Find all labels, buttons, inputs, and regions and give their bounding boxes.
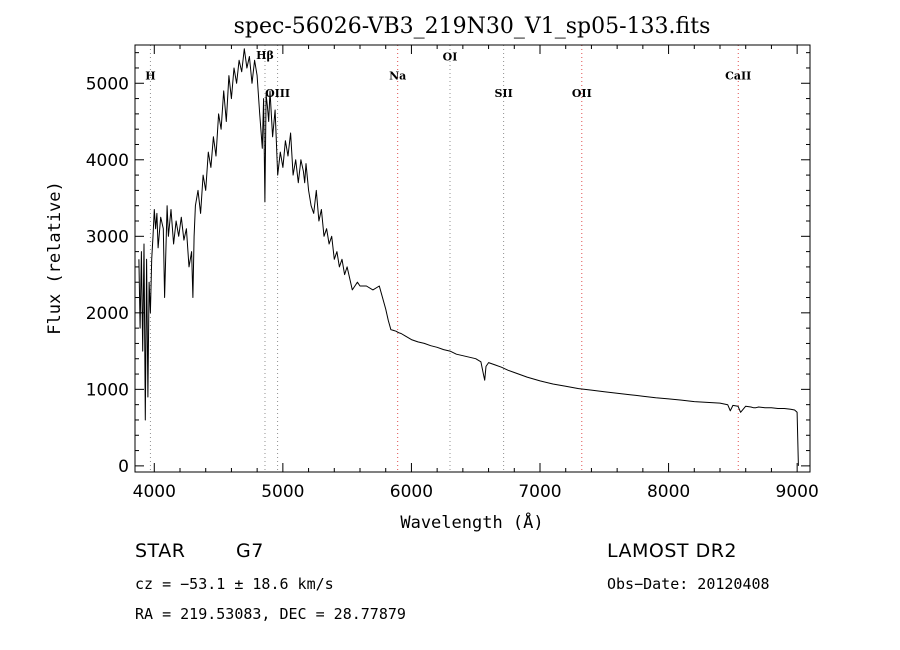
spectrum-line: [138, 48, 799, 466]
coordinates-readout: RA = 219.53083, DEC = 28.77879: [135, 605, 406, 623]
x-tick-label: 7000: [518, 482, 561, 502]
x-tick-label: 5000: [261, 482, 304, 502]
y-axis-label: Flux (relative): [45, 181, 65, 335]
survey-name: LAMOST DR2: [607, 540, 737, 562]
axis-ticks: 4000 5000 6000 7000 8000 9000 0 1000 2000 3000 400…: [86, 45, 819, 502]
y-tick-label: 3000: [86, 227, 129, 247]
plot-frame: [134, 44, 811, 473]
observation-date: Obs−Date: 20120408: [607, 575, 770, 593]
y-tick-label: 0: [118, 457, 129, 477]
spectral-line-markers: H Hβ OIII Na OI SII OII CaII: [145, 45, 751, 472]
x-tick-label: 9000: [776, 482, 819, 502]
spectral-type: G7: [236, 540, 264, 562]
line-marker-label-0: H: [145, 69, 155, 82]
x-axis-label: Wavelength (Å): [400, 511, 543, 533]
line-marker-label-4: OI: [443, 50, 458, 63]
line-marker-label-3: Na: [389, 69, 406, 82]
y-tick-label: 5000: [86, 74, 129, 94]
y-tick-label: 2000: [86, 304, 129, 324]
chart-title: spec-56026-VB3_219N30_V1_sp05-133.fits: [234, 14, 711, 39]
star-label: STAR: [135, 540, 186, 562]
x-tick-label: 4000: [133, 482, 176, 502]
y-tick-label: 4000: [86, 151, 129, 171]
x-tick-label: 6000: [390, 482, 433, 502]
y-tick-label: 1000: [86, 380, 129, 400]
spectrum-series: [138, 48, 799, 466]
x-tick-label: 8000: [647, 482, 690, 502]
redshift-readout: cz = −53.1 ± 18.6 km/s: [135, 575, 334, 593]
line-marker-label-5: SII: [494, 87, 512, 100]
line-marker-label-6: OII: [572, 87, 592, 100]
line-marker-label-1: Hβ: [256, 49, 274, 62]
line-marker-label-2: OIII: [265, 87, 290, 100]
line-marker-label-7: CaII: [725, 69, 751, 82]
